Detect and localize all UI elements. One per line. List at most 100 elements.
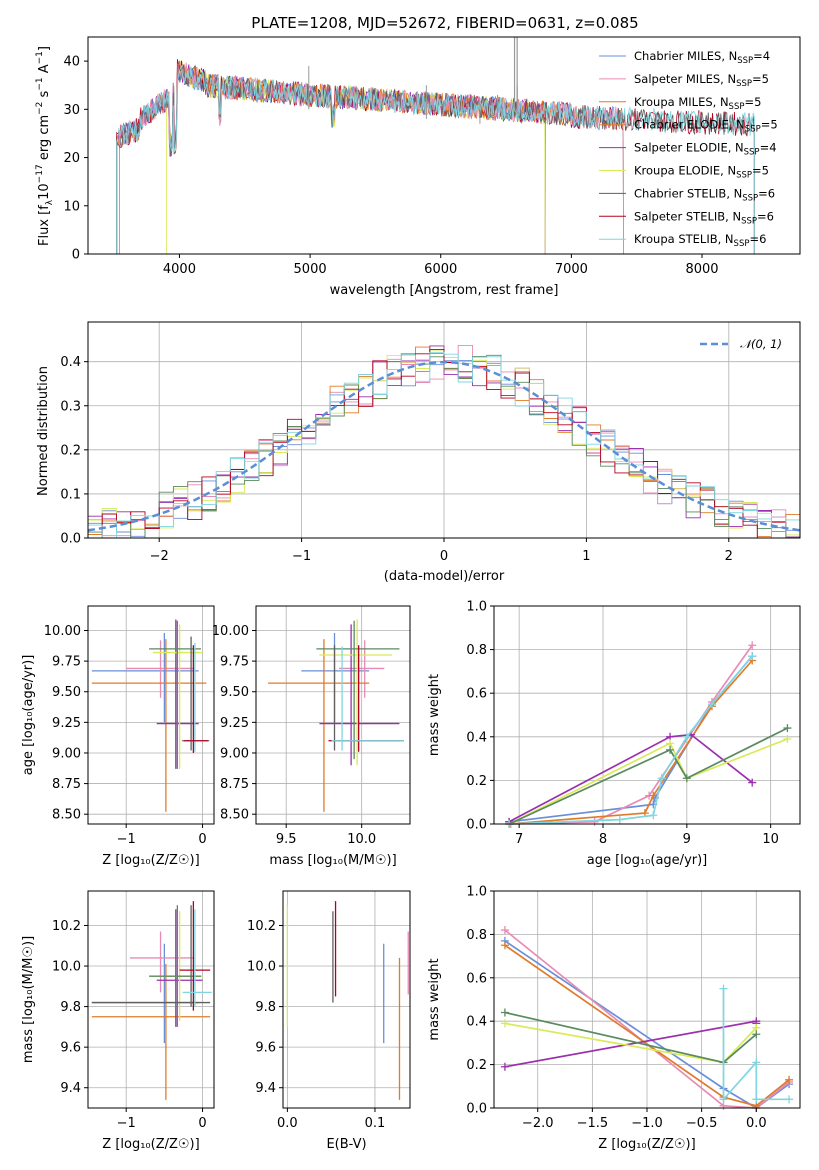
age-vs-mass-ytick-label: 9.25 bbox=[220, 716, 249, 731]
weight-vs-age-xtick-label: 9 bbox=[683, 832, 691, 847]
mass-vs-z-panel: −1 0 9.4 9.6 9.8 10.0 10.2 Z [log₁₀(Z/Z☉)] mass … bbox=[21, 890, 215, 1152]
mass-vs-ebv-frame bbox=[282, 890, 411, 1109]
weight-marker-kroupa_stelib bbox=[785, 1095, 794, 1104]
residuals-ylabel: Normed distribution bbox=[36, 366, 51, 496]
legend-label-salpeter_stelib: Salpeter STELIB, NSSP=6 bbox=[634, 209, 774, 226]
weight-vs-age-ytick-label: 0.0 bbox=[466, 818, 487, 833]
weight-vs-z-ylabel: mass weight bbox=[427, 958, 442, 1040]
age-vs-mass-panel: 9.5 10.0 8.50 8.75 9.00 9.25 9.50 9.75 10.00 mass… bbox=[212, 605, 411, 868]
weight-marker-salpeter_elodie bbox=[748, 778, 757, 787]
weight-line-green_series bbox=[504, 1011, 757, 1064]
weight-line-kroupa_elodie bbox=[504, 1022, 757, 1064]
age-vs-z-xtick-label: 0 bbox=[198, 832, 206, 847]
normal-legend-label: 𝒩(0, 1) bbox=[740, 337, 782, 351]
mass-vs-ebv-ytick-label: 9.6 bbox=[255, 1041, 276, 1056]
age-vs-z-xtick-label: −1 bbox=[117, 832, 136, 847]
weight-marker-salpeter_miles bbox=[500, 926, 509, 935]
age-vs-mass-ytick-label: 9.50 bbox=[220, 685, 249, 700]
mass-vs-ebv-xtick-label: 0.1 bbox=[365, 1116, 386, 1131]
weight-marker-kroupa_stelib bbox=[657, 774, 666, 783]
weight-line-chabrier_elodie bbox=[504, 944, 790, 1107]
residuals-panel: −2 −1 0 1 2 0.0 0.1 0.2 0.3 0.4 (data-model)/erro… bbox=[36, 321, 801, 584]
mass-vs-ebv-ytick-label: 10.2 bbox=[247, 919, 276, 934]
weight-marker-kroupa_stelib bbox=[752, 1058, 761, 1067]
residuals-ytick-label: 0.2 bbox=[60, 443, 81, 458]
weight-marker-green_series bbox=[500, 1008, 509, 1017]
weight-vs-age-xtick-label: 7 bbox=[515, 832, 523, 847]
residuals-histograms bbox=[87, 344, 801, 539]
normal-curve bbox=[87, 360, 801, 532]
age-vs-mass-ytick-label: 10.00 bbox=[212, 624, 249, 639]
weight-vs-age-ytick-label: 0.6 bbox=[466, 687, 487, 702]
mass-vs-ebv-xlabel: E(B-V) bbox=[326, 1137, 366, 1152]
weight-vs-age-xtick-label: 10 bbox=[762, 832, 779, 847]
legend-label-salpeter_miles: Salpeter MILES, NSSP=5 bbox=[634, 72, 769, 89]
spectrum-lines bbox=[116, 37, 755, 255]
weight-vs-age-ylabel: mass weight bbox=[427, 674, 442, 756]
residuals-ytick-label: 0.0 bbox=[60, 532, 81, 547]
mass-vs-z-content bbox=[91, 901, 212, 1100]
residuals-ytick-label: 0.1 bbox=[60, 487, 81, 502]
weight-vs-z-xtick-label: −0.5 bbox=[686, 1116, 718, 1131]
weight-vs-z-xtick-label: −1.0 bbox=[631, 1116, 663, 1131]
spectrum-xtick-label: 7000 bbox=[555, 262, 588, 277]
age-vs-mass-xtick-label: 9.5 bbox=[276, 832, 297, 847]
weight-vs-z-ytick-label: 1.0 bbox=[466, 885, 487, 900]
weight-marker-kroupa_stelib bbox=[752, 1095, 761, 1104]
mass-vs-z-ytick-label: 10.2 bbox=[52, 919, 81, 934]
weight-marker-kroupa_elodie bbox=[500, 1019, 509, 1028]
weight-marker-chabrier_elodie bbox=[649, 791, 658, 800]
age-vs-mass-frame bbox=[255, 605, 411, 825]
weight-vs-age-xlabel: age [log₁₀(age/yr)] bbox=[587, 853, 708, 868]
legend-label-kroupa_elodie: Kroupa ELODIE, NSSP=5 bbox=[634, 164, 769, 181]
spectrum-ticks: 4000 5000 6000 7000 8000 0 10 20 30 40 bbox=[63, 55, 718, 277]
spectrum-ytick-label: 30 bbox=[63, 103, 80, 118]
weight-marker-kroupa_elodie bbox=[783, 734, 792, 743]
spectrum-xtick-label: 5000 bbox=[294, 262, 327, 277]
age-vs-mass-xtick-label: 10.0 bbox=[347, 832, 376, 847]
age-vs-mass-ytick-label: 9.00 bbox=[220, 746, 249, 761]
weight-line-kroupa_stelib bbox=[509, 655, 753, 825]
spectrum-ytick-label: 10 bbox=[63, 199, 80, 214]
weight-line-salpeter_elodie bbox=[508, 733, 753, 823]
age-vs-z-frame bbox=[87, 605, 215, 825]
age-vs-mass-content bbox=[268, 619, 404, 812]
weight-marker-salpeter_miles bbox=[590, 817, 599, 826]
weight-line-chabrier_miles bbox=[508, 655, 753, 823]
weight-vs-z-xtick-label: −1.5 bbox=[577, 1116, 609, 1131]
weight-marker-kroupa_stelib bbox=[649, 811, 658, 820]
spectrum-xtick-label: 4000 bbox=[163, 262, 196, 277]
mass-vs-ebv-panel: 0.0 0.1 9.4 9.6 9.8 10.0 10.2 E(B-V) bbox=[247, 890, 411, 1152]
legend-label-chabrier_miles: Chabrier MILES, NSSP=4 bbox=[634, 49, 770, 66]
mass-vs-z-xtick-label: 0 bbox=[198, 1116, 206, 1131]
age-vs-z-ytick-label: 8.50 bbox=[52, 808, 81, 823]
age-vs-z-ytick-label: 9.50 bbox=[52, 685, 81, 700]
mass-vs-ebv-ytick-label: 9.4 bbox=[255, 1081, 276, 1096]
legend-label-chabrier_stelib: Chabrier STELIB, NSSP=6 bbox=[634, 186, 775, 203]
weight-line-chabrier_elodie bbox=[509, 659, 753, 825]
mass-vs-z-ytick-label: 10.0 bbox=[52, 960, 81, 975]
weight-marker-kroupa_stelib bbox=[707, 700, 716, 709]
residuals-xtick-label: 0 bbox=[440, 549, 448, 564]
spectrum-line-kroupa_stelib bbox=[116, 65, 755, 254]
weight-marker-kroupa_stelib bbox=[682, 732, 691, 741]
age-vs-z-ytick-label: 10.00 bbox=[44, 624, 81, 639]
weight-vs-z-ytick-label: 0.6 bbox=[466, 971, 487, 986]
spectrum-ylabel: Flux [fλ10−17 erg cm−2 s−1 A−1] bbox=[35, 46, 55, 246]
spectrum-xlabel: wavelength [Angstrom, rest frame] bbox=[330, 283, 559, 298]
mass-vs-z-ytick-label: 9.6 bbox=[60, 1041, 81, 1056]
residuals-hist-salpeter_stelib bbox=[88, 348, 800, 539]
spectrum-panel: 4000 5000 6000 7000 8000 0 10 20 30 40 wavelength… bbox=[35, 36, 801, 298]
age-vs-z-xlabel: Z [log₁₀(Z/Z☉)] bbox=[102, 853, 199, 868]
weight-marker-kroupa_stelib bbox=[748, 652, 757, 661]
residuals-hist-kroupa_stelib bbox=[88, 351, 800, 539]
mass-vs-ebv-xtick-label: 0.0 bbox=[277, 1116, 298, 1131]
weight-vs-z-ytick-label: 0.8 bbox=[466, 928, 487, 943]
spectrum-ytick-label: 40 bbox=[63, 55, 80, 70]
spectrum-line-kroupa_miles bbox=[119, 61, 624, 255]
weight-line-kroupa_elodie bbox=[508, 738, 788, 825]
spectrum-xtick-label: 6000 bbox=[424, 262, 457, 277]
spectrum-frame bbox=[87, 36, 801, 255]
